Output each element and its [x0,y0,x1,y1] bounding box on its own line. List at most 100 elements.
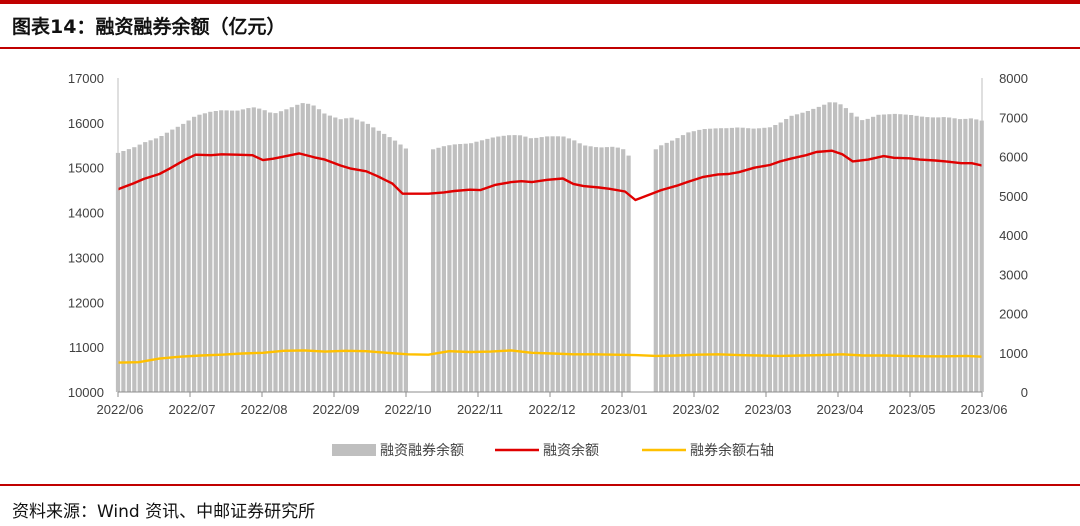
bar-73 [534,137,539,392]
bar-26 [257,108,262,392]
bar-67 [501,135,506,393]
bar-93 [664,142,669,392]
bar-33 [295,104,300,393]
bar-57 [447,145,452,392]
bar-74 [539,137,544,392]
bar-144 [941,117,946,392]
x-tick-12: 2023/06 [961,402,1008,417]
bar-44 [354,119,360,392]
bar-141 [925,117,930,392]
bar-138 [909,115,914,392]
bar-111 [762,127,767,393]
bar-14 [192,116,197,393]
bar-43 [349,117,354,392]
bar-35 [306,103,311,393]
bar-140 [919,116,925,392]
bar-24 [246,108,251,392]
bar-104 [724,128,729,392]
bar-9 [164,132,169,392]
bar-112 [767,127,772,393]
bar-19 [219,110,224,393]
bar-41 [338,119,343,392]
bar-117 [794,114,800,393]
bar-6 [148,140,153,392]
bar-78 [561,136,566,392]
bar-68 [507,135,512,392]
bar-100 [702,129,707,392]
bar-80 [572,140,577,392]
y-left-tick-4: 14000 [68,206,104,221]
bar-65 [490,137,495,392]
bar-10 [170,129,175,392]
y-right-tick-3: 3000 [999,267,1028,282]
bar-145 [947,117,952,392]
x-tick-10: 2023/04 [817,402,864,417]
bar-58 [452,144,457,392]
bar-91 [653,149,658,392]
bar-23 [240,109,245,393]
bar-142 [930,117,935,393]
y-right-tick-6: 6000 [999,150,1028,165]
y-left-tick-1: 11000 [69,340,104,355]
x-tick-2: 2022/08 [241,402,288,417]
bar-38 [322,113,327,392]
bar-132 [876,114,881,393]
bar-143 [936,117,941,393]
y-left-tick-2: 12000 [68,295,104,310]
bar-52 [398,144,403,392]
bar-139 [914,115,919,393]
chart-area: 10000 11000 12000 13000 14000 15000 16000 17000… [0,52,1080,480]
bar-8 [159,136,164,392]
y-right-tick-8: 8000 [999,71,1028,86]
y-right-tick-7: 7000 [999,110,1028,125]
bar-13 [186,120,191,392]
bar-29 [273,113,278,392]
bar-39 [327,115,332,392]
y-right-tick-5: 5000 [999,189,1028,204]
bar-76 [550,136,555,392]
bar-60 [463,143,468,392]
legend-label-2: 融券余额右轴 [690,442,774,458]
bar-92 [659,145,664,392]
bar-123 [827,102,832,393]
bar-55 [436,147,441,392]
bar-18 [213,111,218,392]
bar-46 [365,123,370,393]
bar-119 [805,111,810,392]
bar-137 [903,114,908,392]
bar-109 [751,128,756,392]
bar-84 [593,147,599,392]
bar-62 [474,141,479,392]
bar-148 [963,118,968,393]
y-left-tick-6: 16000 [68,116,104,131]
legend-swatch-0 [332,444,376,456]
bar-75 [545,136,550,392]
bar-36 [311,105,316,392]
bar-4 [137,144,142,392]
bar-12 [181,123,186,393]
margin-balance-chart: 1000011000120001300014000150001600017000… [68,71,1028,458]
bar-25 [251,107,256,393]
legend-label-0: 融资融券余额 [380,442,464,458]
bar-83 [588,146,593,392]
x-tick-0: 2022/06 [97,402,144,417]
y-left-tick-3: 13000 [68,250,104,265]
bar-134 [887,114,892,392]
bar-30 [278,111,284,392]
bar-40 [333,117,338,392]
bar-32 [289,107,294,392]
x-tick-4: 2022/10 [385,402,432,417]
chart-title: 图表14：融资融券余额（亿元） [12,16,286,38]
bar-116 [789,115,794,393]
bar-150 [974,119,979,393]
bar-122 [822,104,827,392]
bar-70 [517,135,523,393]
bar-31 [284,109,289,393]
bar-105 [729,127,734,393]
bar-121 [816,106,821,393]
bar-114 [778,122,783,392]
bar-77 [555,136,561,392]
bar-54 [431,149,436,392]
series-line-1 [117,349,983,364]
y-left-tick-5: 15000 [68,161,104,176]
